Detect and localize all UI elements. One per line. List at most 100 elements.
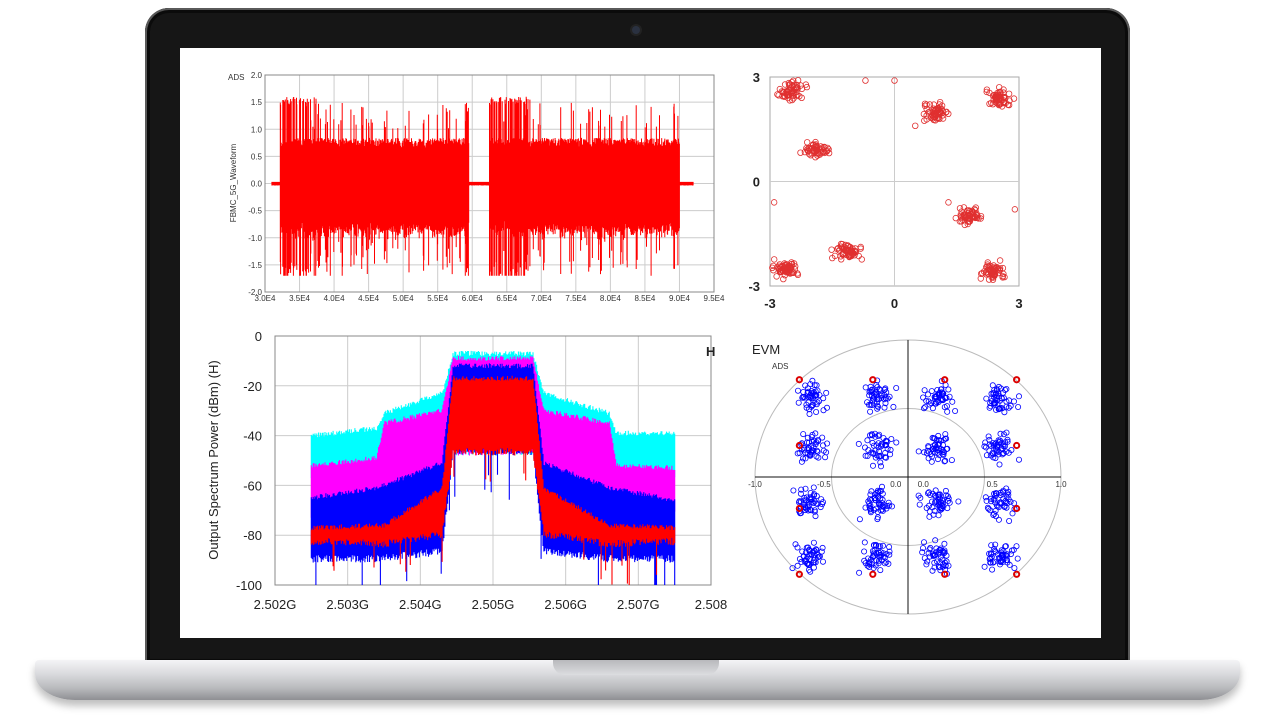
evm-measured-point bbox=[879, 496, 886, 503]
evm-measured-point bbox=[874, 405, 881, 412]
y-tick-label: -1.0 bbox=[248, 234, 262, 243]
evm-measured-point bbox=[994, 443, 1001, 450]
constellation-point bbox=[984, 263, 991, 270]
evm-measured-point bbox=[936, 549, 943, 556]
constellation-point bbox=[778, 264, 785, 271]
evm-measured-point bbox=[933, 545, 940, 552]
evm-measured-point bbox=[932, 441, 939, 448]
evm-measured-point bbox=[995, 406, 1002, 413]
evm-measured-point bbox=[943, 492, 950, 499]
y-axis-label: FBMC_5G_Waveform bbox=[229, 143, 238, 222]
y-tick-label: 3 bbox=[753, 70, 760, 85]
evm-measured-point bbox=[817, 504, 824, 511]
plot-border bbox=[274, 335, 712, 586]
evm-measured-point bbox=[806, 566, 813, 573]
evm-measured-point bbox=[809, 431, 816, 438]
evm-measured-point bbox=[1003, 494, 1010, 501]
constellation-point bbox=[972, 214, 979, 222]
constellation-point bbox=[797, 82, 804, 89]
evm-measured-point bbox=[998, 558, 1005, 565]
evm-reference-point bbox=[941, 376, 949, 384]
evm-reference-point bbox=[795, 570, 803, 578]
x-tick-label: -0.5 bbox=[817, 480, 831, 489]
constellation-point bbox=[921, 102, 929, 109]
constellation-point bbox=[956, 205, 964, 212]
evm-measured-point bbox=[813, 453, 820, 460]
evm-measured-point bbox=[935, 512, 942, 519]
constellation-point bbox=[825, 146, 832, 153]
evm-measured-point bbox=[929, 434, 936, 441]
constellation-point bbox=[843, 247, 850, 255]
x-tick-label: 6.0E4 bbox=[462, 294, 483, 303]
evm-measured-point bbox=[925, 490, 932, 497]
evm-measured-point bbox=[820, 395, 827, 402]
evm-measured-point bbox=[925, 391, 932, 398]
evm-measured-point bbox=[889, 503, 896, 510]
evm-measured-point bbox=[916, 501, 923, 508]
evm-measured-point bbox=[1003, 485, 1010, 492]
x-tick-label: 3 bbox=[1015, 296, 1022, 311]
constellation-point bbox=[785, 269, 792, 276]
evm-measured-point bbox=[790, 487, 797, 494]
evm-measured-point bbox=[993, 440, 1000, 447]
evm-measured-point bbox=[941, 458, 948, 465]
evm-measured-point bbox=[807, 381, 814, 388]
evm-measured-point bbox=[867, 491, 874, 498]
evm-measured-point bbox=[807, 555, 814, 562]
evm-measured-point bbox=[930, 553, 937, 560]
evm-measured-point bbox=[942, 562, 949, 569]
evm-measured-point bbox=[810, 539, 817, 546]
evm-measured-point bbox=[880, 542, 887, 549]
evm-measured-point bbox=[920, 394, 927, 401]
evm-measured-point bbox=[927, 491, 934, 498]
evm-measured-point bbox=[995, 516, 1002, 523]
evm-measured-point bbox=[878, 440, 885, 447]
evm-measured-point bbox=[1001, 443, 1008, 450]
evm-measured-point bbox=[987, 559, 994, 566]
evm-measured-point bbox=[985, 505, 992, 512]
evm-measured-point bbox=[932, 400, 939, 407]
constellation-point bbox=[803, 144, 810, 152]
evm-measured-point bbox=[813, 382, 820, 389]
evm-measured-point bbox=[874, 402, 881, 409]
evm-measured-point bbox=[810, 549, 817, 556]
constellation-point bbox=[855, 252, 862, 260]
evm-measured-point bbox=[1003, 385, 1010, 392]
evm-measured-point bbox=[861, 548, 868, 555]
constellation-point bbox=[929, 109, 936, 116]
evm-measured-point bbox=[932, 537, 939, 544]
evm-measured-point bbox=[987, 559, 994, 566]
y-tick-label: 0.5 bbox=[251, 152, 263, 161]
evm-measured-point bbox=[925, 398, 932, 405]
evm-measured-point bbox=[1003, 403, 1010, 410]
evm-measured-point bbox=[943, 558, 950, 565]
constellation-point bbox=[813, 147, 820, 155]
evm-measured-point bbox=[862, 384, 869, 391]
constellation-point bbox=[788, 86, 795, 94]
evm-measured-point bbox=[868, 497, 875, 504]
constellation-point bbox=[957, 211, 964, 218]
evm-measured-point bbox=[883, 559, 890, 566]
evm-reference-point bbox=[795, 376, 803, 384]
evm-measured-point bbox=[996, 405, 1003, 412]
evm-measured-point bbox=[946, 393, 953, 400]
evm-measured-point bbox=[995, 504, 1002, 511]
evm-measured-point bbox=[794, 562, 801, 569]
constellation-point bbox=[989, 92, 997, 99]
evm-measured-point bbox=[915, 448, 922, 455]
evm-measured-point bbox=[996, 500, 1003, 507]
evm-measured-point bbox=[988, 442, 995, 449]
evm-measured-point bbox=[989, 566, 996, 573]
evm-measured-point bbox=[813, 408, 820, 415]
evm-measured-point bbox=[798, 458, 805, 465]
y-tick-label: -0.5 bbox=[248, 207, 262, 216]
evm-measured-point bbox=[938, 496, 945, 503]
constellation-point bbox=[858, 256, 865, 263]
constellation-point bbox=[808, 150, 815, 157]
evm-measured-point bbox=[807, 568, 814, 575]
evm-measured-point bbox=[823, 389, 830, 396]
y-tick-label: 0 bbox=[753, 175, 760, 190]
constellation-point bbox=[912, 122, 919, 130]
evm-measured-point bbox=[944, 445, 951, 452]
